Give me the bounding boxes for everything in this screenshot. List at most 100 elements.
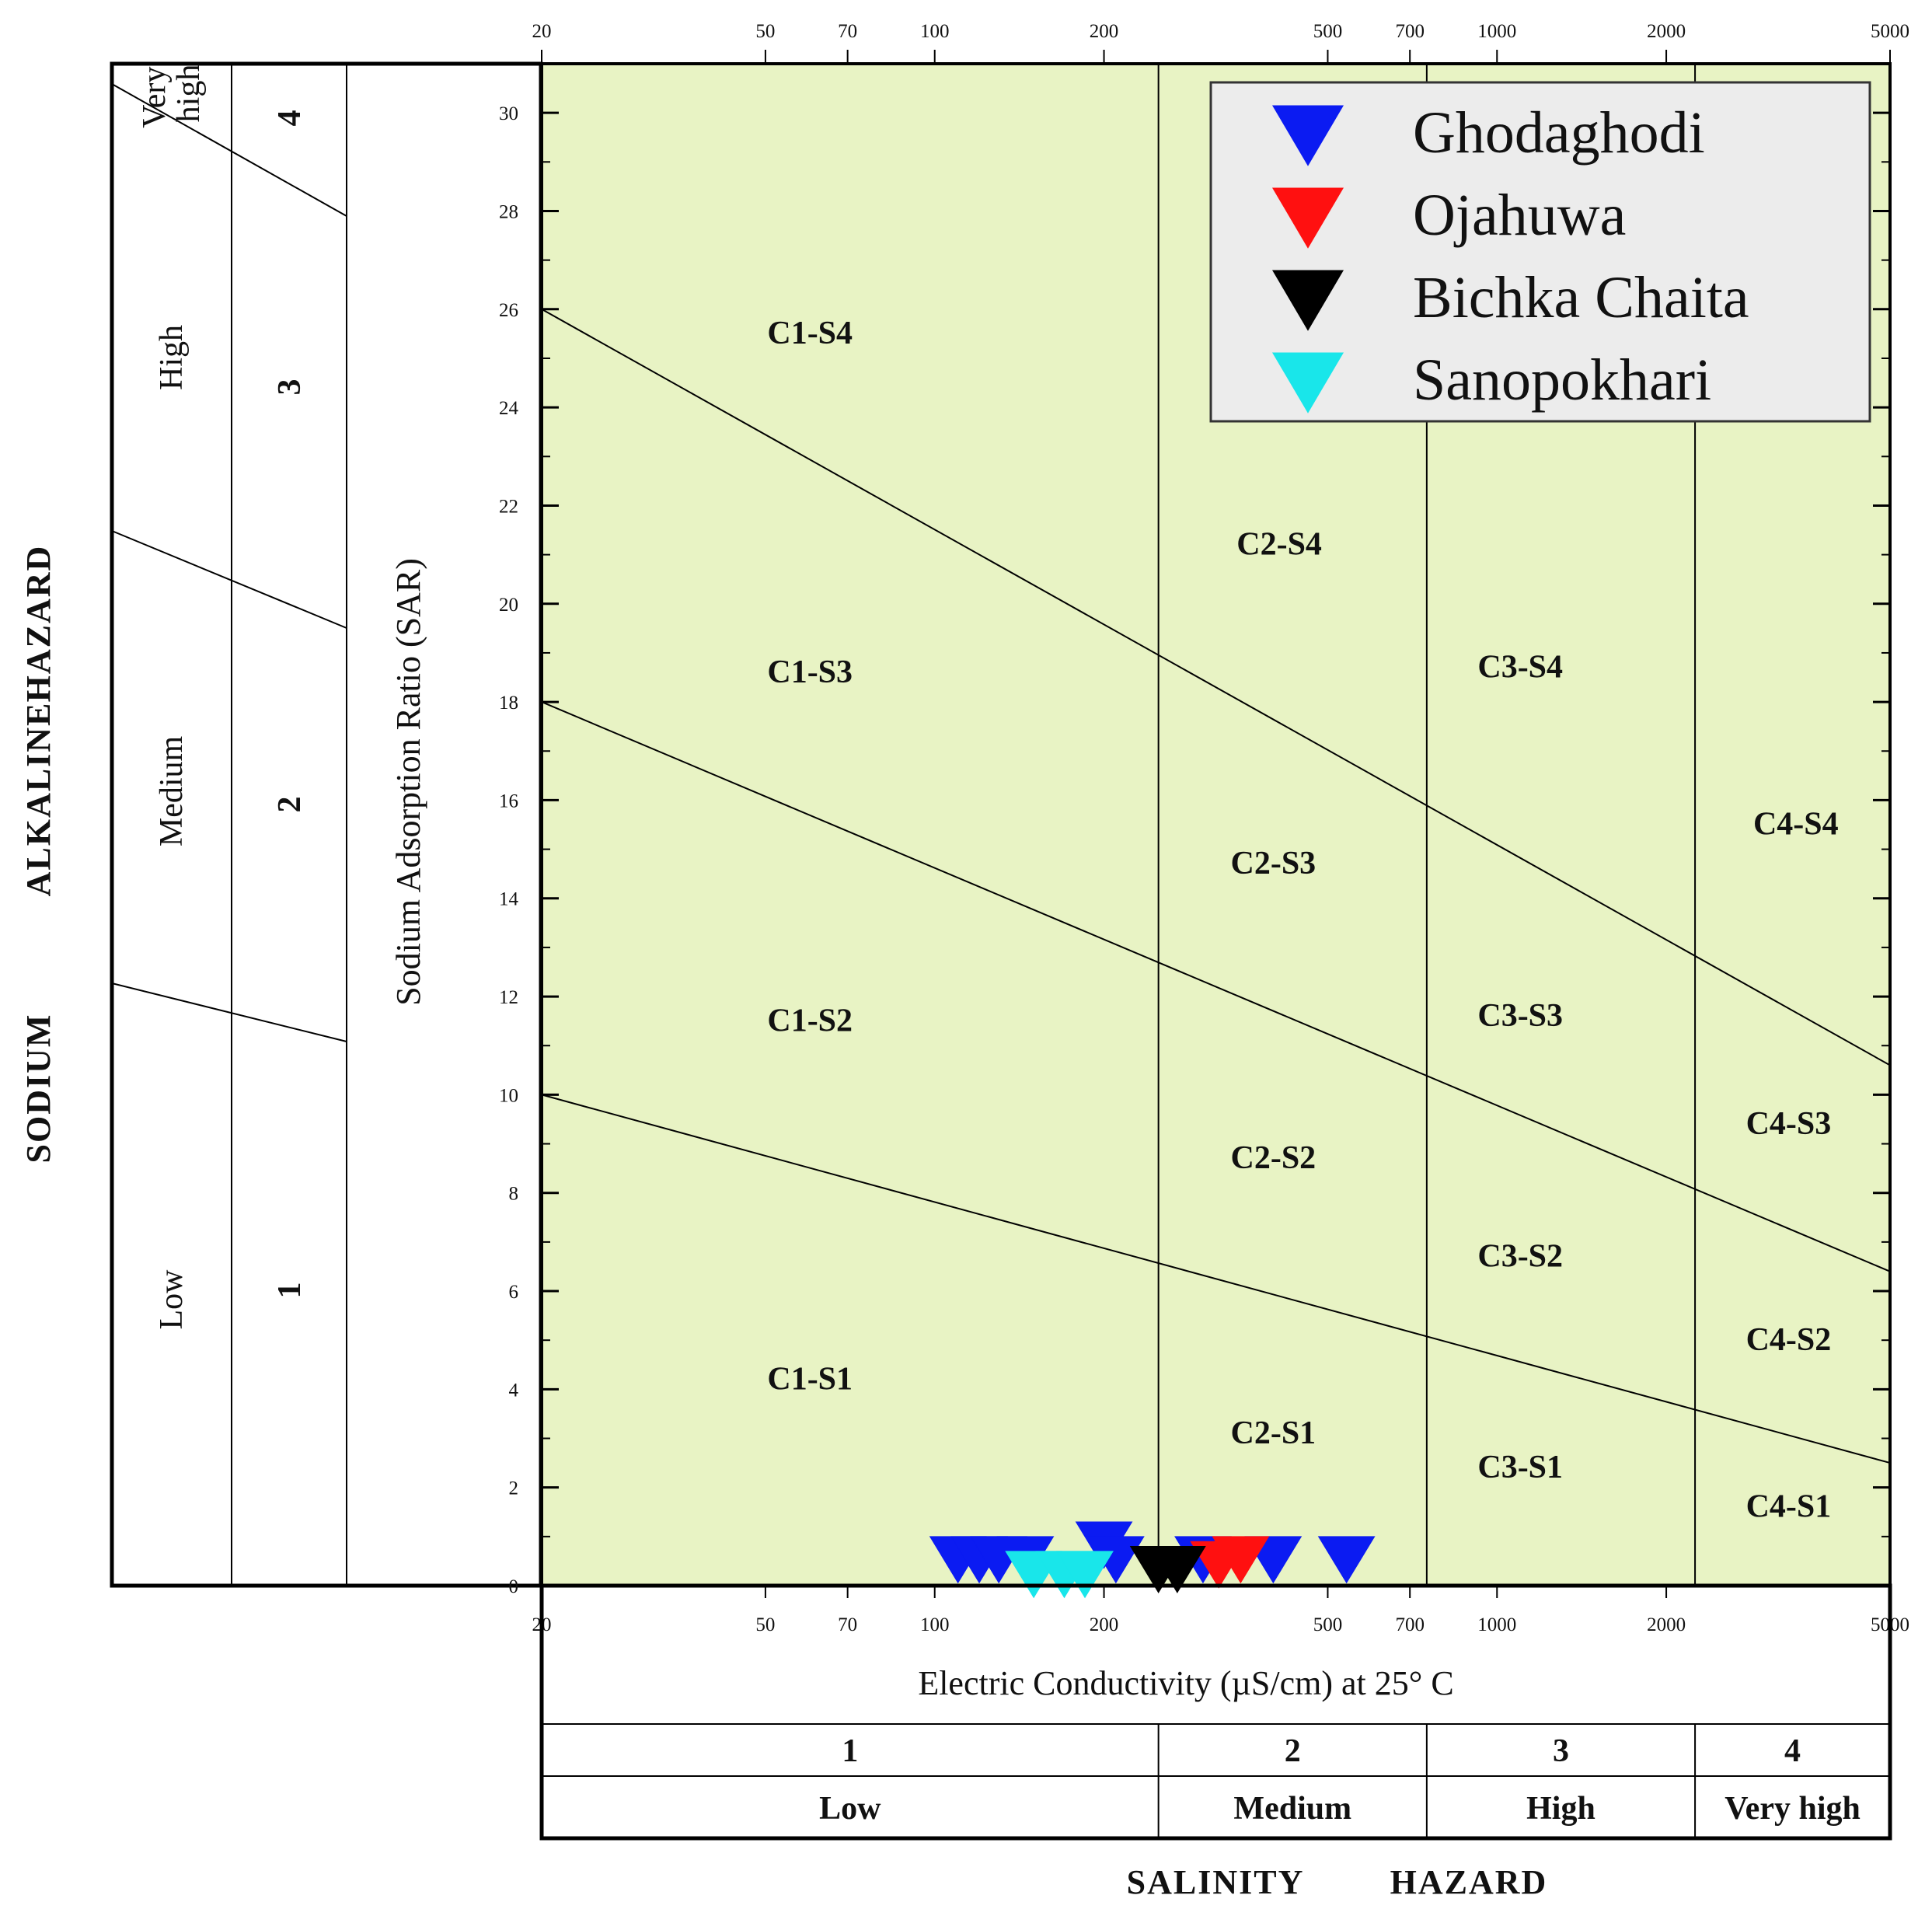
legend-label-bichka-chaita: Bichka Chaita xyxy=(1413,265,1749,330)
y-tick-label: 26 xyxy=(499,300,518,321)
salinity-class-number-4: 4 xyxy=(1784,1733,1801,1769)
y-tick-label: 6 xyxy=(509,1282,519,1303)
y-tick-label: 24 xyxy=(499,398,519,419)
zone-labels: C1-S4 C1-S3 C1-S2 C1-S1 C2-S4 C2-S3 C2-S2 C2-S1… xyxy=(767,316,1838,1525)
zone-label-c4-s3: C4-S3 xyxy=(1746,1106,1832,1142)
zone-label-c4-s4: C4-S4 xyxy=(1753,807,1839,843)
zone-label-c3-s4: C3-S4 xyxy=(1477,650,1563,686)
x-axis-title: Electric Conductivity (µS/cm) at 25° C xyxy=(918,1664,1453,1702)
sodium-class-label-very-high-line1: Very xyxy=(137,67,173,128)
zone-label-c3-s1: C3-S1 xyxy=(1477,1450,1563,1485)
sodium-class-label-low: Low xyxy=(154,1269,190,1330)
sodium-class-boundary-2 xyxy=(111,530,347,629)
salinity-class-label-3: High xyxy=(1526,1791,1595,1827)
x-tick-label-bottom: 70 xyxy=(838,1614,857,1635)
zone-label-c2-s2: C2-S2 xyxy=(1231,1140,1316,1176)
y-tick-label: 8 xyxy=(509,1184,519,1205)
x-tick-label-top: 50 xyxy=(755,21,775,42)
y-tick-label: 2 xyxy=(509,1478,519,1499)
y-tick-label: 12 xyxy=(499,987,518,1008)
salinity-column-dividers xyxy=(1157,1724,1697,1838)
sodium-hazard-panel: SODIUM ALKALINE HAZARD Low Medium High V… xyxy=(19,58,543,1588)
plot-area: C1-S4 C1-S3 C1-S2 C1-S1 C2-S4 C2-S3 C2-S2 C2-S1… xyxy=(499,21,1909,1635)
sodium-boundary-line-1 xyxy=(541,1094,1891,1464)
zone-label-c2-s4: C2-S4 xyxy=(1236,527,1322,563)
sodium-class-boundary-3 xyxy=(111,83,347,217)
zone-label-c1-s1: C1-S1 xyxy=(767,1361,853,1397)
x-tick-label-top: 2000 xyxy=(1647,21,1686,42)
sodium-title-word-3: HAZARD xyxy=(19,545,58,703)
y-axis-title: Sodium Adsorption Ratio (SAR) xyxy=(389,558,427,1006)
sodium-boundary-line-2 xyxy=(541,701,1891,1272)
x-tick-label-bottom: 2000 xyxy=(1647,1614,1686,1635)
salinity-class-label-1: Low xyxy=(819,1791,881,1827)
x-tick-label-top: 20 xyxy=(532,21,552,42)
x-axis-ticks: 2020505070701001002002005005007007001000… xyxy=(532,21,1910,1635)
x-tick-label-top: 500 xyxy=(1313,21,1343,42)
salinity-hazard-panel: Electric Conductivity (µS/cm) at 25° C 1… xyxy=(539,1583,1892,1901)
legend-label-ojahuwa: Ojahuwa xyxy=(1413,183,1626,248)
salinity-class-label-2: Medium xyxy=(1233,1791,1351,1827)
x-tick-label-bottom: 200 xyxy=(1090,1614,1119,1635)
sodium-class-number-1: 1 xyxy=(272,1283,308,1299)
zone-label-c1-s4: C1-S4 xyxy=(767,316,853,351)
salinity-class-number-3: 3 xyxy=(1553,1733,1569,1769)
legend: Ghodaghodi Ojahuwa Bichka Chaita Sanopokhar… xyxy=(1209,81,1871,423)
legend-marker-ghodaghodi xyxy=(1272,105,1344,166)
data-point-sanopokhari xyxy=(1056,1551,1114,1599)
x-tick-label-bottom: 700 xyxy=(1395,1614,1425,1635)
zone-label-c1-s3: C1-S3 xyxy=(767,654,853,690)
zone-label-c2-s1: C2-S1 xyxy=(1231,1415,1316,1451)
x-tick-label-bottom: 500 xyxy=(1313,1614,1343,1635)
y-tick-label: 18 xyxy=(499,693,518,714)
y-tick-label: 14 xyxy=(499,889,519,910)
salinity-hazard-frame xyxy=(539,1583,1892,1841)
y-tick-label: 4 xyxy=(509,1380,519,1401)
x-tick-label-bottom: 50 xyxy=(755,1614,775,1635)
zone-label-c2-s3: C2-S3 xyxy=(1231,846,1316,881)
zone-label-c4-s1: C4-S1 xyxy=(1746,1489,1832,1525)
legend-label-sanopokhari: Sanopokhari xyxy=(1413,347,1711,413)
y-tick-label: 0 xyxy=(509,1576,519,1597)
sodium-class-number-2: 2 xyxy=(272,797,308,813)
y-tick-label: 20 xyxy=(499,595,518,616)
salinity-class-number-1: 1 xyxy=(842,1733,858,1769)
sodium-class-number-4: 4 xyxy=(272,110,308,127)
legend-marker-bichka-chaita xyxy=(1272,270,1344,331)
sodium-class-label-high: High xyxy=(154,325,190,390)
x-tick-label-top: 1000 xyxy=(1477,21,1516,42)
zone-label-c3-s3: C3-S3 xyxy=(1477,998,1563,1034)
zone-label-c1-s2: C1-S2 xyxy=(767,1003,853,1038)
data-point-ojahuwa xyxy=(1212,1536,1270,1584)
x-tick-label-top: 70 xyxy=(838,21,857,42)
data-point-ghodaghodi xyxy=(1317,1536,1376,1584)
x-tick-label-top: 200 xyxy=(1090,21,1119,42)
x-tick-label-top: 700 xyxy=(1395,21,1425,42)
sodium-title-word-1: SODIUM xyxy=(19,1014,58,1164)
y-tick-label: 16 xyxy=(499,790,518,811)
y-tick-label: 10 xyxy=(499,1085,518,1106)
sodium-class-boundary-1 xyxy=(111,982,347,1042)
data-points xyxy=(929,1521,1376,1599)
salinity-class-label-4: Very high xyxy=(1725,1791,1861,1827)
y-tick-label: 30 xyxy=(499,103,518,124)
x-tick-label-top: 100 xyxy=(920,21,950,42)
x-tick-label-top: 5000 xyxy=(1871,21,1909,42)
salinity-title-word-1: SALINITY xyxy=(1127,1863,1305,1901)
zone-label-c3-s2: C3-S2 xyxy=(1477,1238,1563,1274)
salinity-title-word-2: HAZARD xyxy=(1390,1863,1548,1901)
sodium-class-label-very-high: Very high xyxy=(137,58,207,128)
salinity-class-number-2: 2 xyxy=(1285,1733,1301,1769)
sodium-class-label-medium: Medium xyxy=(154,736,190,847)
sodium-class-label-very-high-line2: high xyxy=(171,65,207,123)
sodium-class-number-3: 3 xyxy=(272,379,308,396)
legend-label-ghodaghodi: Ghodaghodi xyxy=(1413,100,1705,166)
y-tick-label: 22 xyxy=(499,496,518,517)
y-tick-label: 28 xyxy=(499,201,518,222)
zone-label-c4-s2: C4-S2 xyxy=(1746,1322,1832,1358)
sodium-boundary-line-3 xyxy=(541,308,1891,1066)
x-tick-label-bottom: 100 xyxy=(920,1614,950,1635)
legend-marker-sanopokhari xyxy=(1272,352,1344,414)
